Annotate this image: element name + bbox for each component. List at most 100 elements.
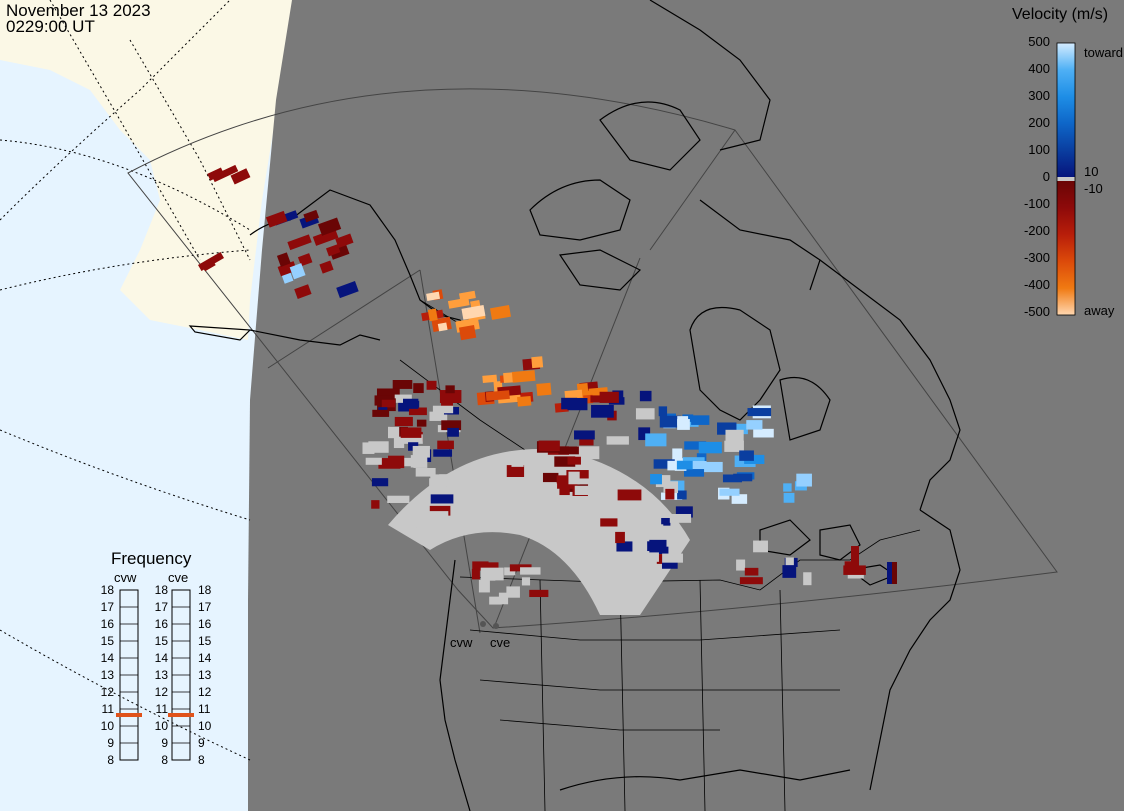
- velocity-cell: [739, 577, 763, 585]
- frequency-scale-tick: 17: [198, 600, 212, 614]
- ground-scatter-arc: [388, 448, 690, 615]
- frequency-scale-tick: 8: [198, 753, 205, 767]
- velocity-cell: [536, 382, 552, 396]
- velocity-cell: [753, 540, 768, 553]
- velocity-cell: [851, 546, 859, 568]
- velocity-cell: [656, 554, 667, 564]
- velocity-cell: [653, 459, 677, 469]
- cvw-site-marker: [480, 621, 486, 627]
- velocity-cell: [381, 399, 396, 408]
- velocity-cell: [783, 483, 792, 492]
- velocity-cell: [643, 551, 659, 562]
- velocity-cell: [211, 164, 239, 183]
- velocity-cell: [447, 297, 470, 309]
- colorbar-toward-label: toward: [1084, 45, 1124, 60]
- velocity-cell: [504, 567, 516, 576]
- velocity-cell: [698, 441, 722, 454]
- velocity-cell: [663, 538, 682, 547]
- velocity-cell: [319, 260, 334, 274]
- frequency-scale-tick: 8: [161, 753, 168, 767]
- velocity-cell: [387, 495, 410, 503]
- velocity-cell: [614, 484, 625, 492]
- velocity-cell: [617, 489, 642, 501]
- velocity-cell: [736, 559, 746, 571]
- velocity-cell: [368, 441, 389, 453]
- velocity-cell: [294, 284, 312, 299]
- velocity-cell: [317, 217, 342, 236]
- frequency-scale-tick: 14: [100, 651, 114, 665]
- velocity-cell: [400, 519, 417, 532]
- velocity-cell: [437, 322, 448, 332]
- velocity-cell: [724, 440, 744, 452]
- frequency-scale-tick: 11: [198, 702, 211, 716]
- velocity-cell: [600, 518, 618, 527]
- velocity-cell: [744, 567, 759, 576]
- velocity-cell: [521, 577, 531, 586]
- velocity-cell: [650, 474, 662, 485]
- velocity-cell: [413, 456, 428, 468]
- frequency-scale-tick: 12: [100, 685, 114, 699]
- velocity-cell: [529, 589, 549, 598]
- velocity-cell: [459, 290, 476, 301]
- velocity-cell: [506, 586, 520, 598]
- velocity-cell: [676, 460, 693, 470]
- velocity-cell: [554, 456, 576, 467]
- velocity-cell: [372, 409, 390, 417]
- colorbar-tick-label: -200: [1023, 223, 1050, 238]
- velocity-cell: [336, 281, 359, 299]
- velocity-cell: [887, 562, 892, 584]
- velocity-cell: [559, 484, 570, 496]
- velocity-cell: [433, 449, 453, 457]
- velocity-cell: [661, 527, 674, 538]
- velocity-cell: [733, 473, 753, 482]
- frequency-scale-tick: 11: [101, 702, 114, 716]
- frequency-scale-tick: 15: [198, 634, 212, 648]
- velocity-cell: [643, 524, 664, 538]
- velocity-cell: [728, 423, 748, 435]
- frequency-indicator: [116, 589, 194, 761]
- velocity-cell: [616, 541, 633, 552]
- frequency-scale-tick: 18: [198, 583, 212, 597]
- velocity-cell: [568, 471, 580, 485]
- frequency-scale-tick: 9: [161, 736, 168, 750]
- velocity-cell: [413, 383, 424, 394]
- velocity-cell: [747, 408, 772, 417]
- frequency-scale-tick: 12: [198, 685, 212, 699]
- velocity-cell: [509, 451, 519, 460]
- velocity-cell: [415, 468, 436, 477]
- magnetic-grid: [0, 0, 251, 761]
- velocity-cell: [803, 572, 812, 586]
- night-side: [248, 0, 1124, 811]
- velocity-cell: [371, 500, 380, 509]
- velocity-cell: [725, 429, 744, 443]
- velocity-cell: [441, 420, 462, 431]
- velocity-cell: [599, 391, 619, 403]
- velocity-cell: [498, 592, 509, 605]
- velocity-cell: [796, 473, 812, 487]
- velocity-cell: [753, 428, 774, 438]
- frequency-title: Frequency: [111, 549, 192, 568]
- cvw-frequency-marker: [116, 713, 142, 717]
- frequency-scale-tick: 12: [154, 685, 168, 699]
- velocity-cell: [287, 234, 312, 251]
- frequency-scale-tick: 13: [100, 668, 114, 682]
- velocity-cell: [428, 511, 449, 520]
- velocity-cell: [461, 305, 486, 320]
- velocity-cell: [574, 485, 592, 495]
- velocity-cell: [538, 440, 560, 452]
- velocity-cell: [393, 436, 405, 449]
- velocity-cell: [394, 416, 413, 427]
- velocity-cell: [400, 434, 423, 444]
- velocity-cell: [511, 370, 536, 383]
- velocity-cell: [541, 498, 552, 507]
- velocity-cell: [197, 251, 225, 272]
- velocity-cell: [667, 460, 681, 471]
- velocity-cell: [230, 168, 251, 185]
- velocity-cell: [276, 252, 291, 267]
- cve-site-label: cve: [490, 635, 510, 650]
- velocity-cell: [558, 446, 579, 455]
- frequency-scale-tick: 14: [198, 651, 212, 665]
- velocity-cell: [326, 244, 341, 257]
- velocity-cell: [645, 433, 667, 447]
- frequency-scale-tick: 13: [154, 668, 168, 682]
